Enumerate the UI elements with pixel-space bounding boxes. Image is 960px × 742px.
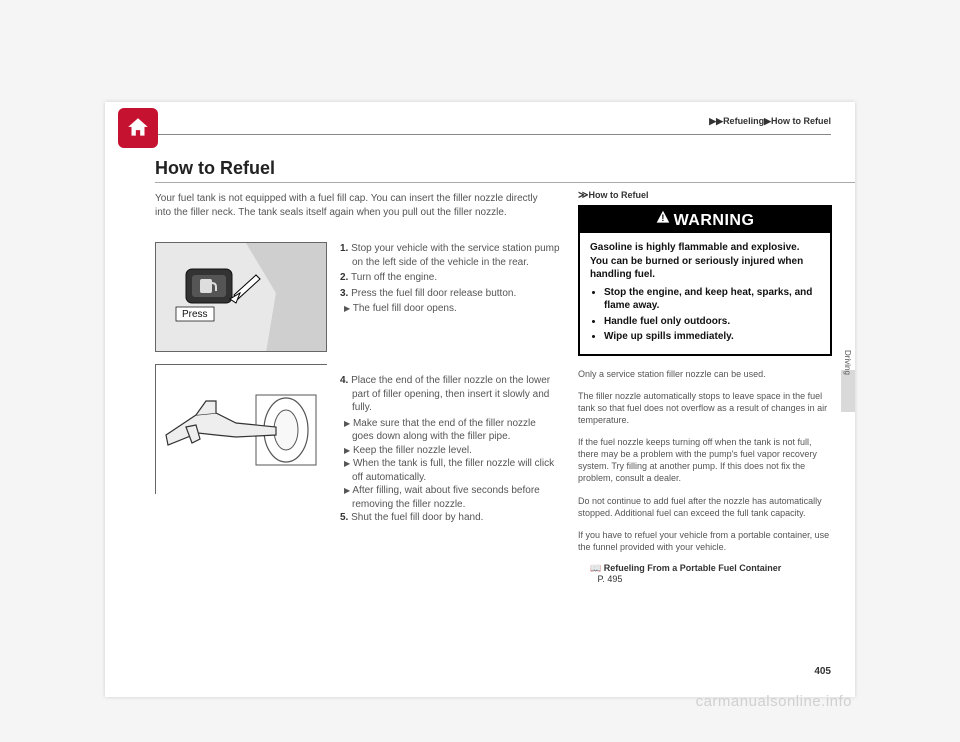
breadcrumb-subsection: How to Refuel [771,116,831,126]
cross-reference: 📖 Refueling From a Portable Fuel Contain… [578,563,832,584]
warning-bullet: Wipe up spills immediately. [604,330,820,344]
note-icon: ≫ [578,190,588,201]
ref-title: Refueling From a Portable Fuel Container [604,563,782,573]
title-rule [155,182,855,183]
breadcrumb: ▶▶Refueling▶How to Refuel [709,116,831,127]
note-text: If you have to refuel your vehicle from … [578,529,832,553]
step-text: Stop your vehicle with the service stati… [351,243,559,268]
ref-page: P. 495 [598,574,623,584]
sub-text: Make sure that the end of the filler noz… [352,418,536,443]
triangle-icon: ▶ [344,419,350,428]
page-number: 405 [814,666,831,677]
steps-list-a: 1. Stop your vehicle with the service st… [340,242,560,316]
page-title: How to Refuel [155,158,275,179]
sub-text: After filling, wait about five seconds b… [352,485,540,510]
home-icon [125,115,151,141]
step-text: Place the end of the filler nozzle on th… [351,375,550,413]
sidebar-notes: ≫How to Refuel ! WARNING Gasoline is hig… [578,190,832,584]
step-text: Press the fuel fill door release button. [351,288,516,299]
book-icon: 📖 [590,563,601,573]
warning-box: ! WARNING Gasoline is highly flammable a… [578,205,832,356]
sub-text: When the tank is full, the filler nozzle… [352,458,554,483]
watermark: carmanualsonline.info [696,693,852,710]
warning-lead: Gasoline is highly flammable and explosi… [590,241,820,282]
manual-page: ▶▶Refueling▶How to Refuel How to Refuel … [105,102,855,697]
home-button[interactable] [118,108,158,148]
svg-text:!: ! [661,213,664,223]
triangle-icon: ▶ [344,459,350,468]
triangle-icon: ▶ [344,486,350,495]
warning-body: Gasoline is highly flammable and explosi… [580,233,830,354]
breadcrumb-section: Refueling [723,116,764,126]
warning-bullet: Stop the engine, and keep heat, sparks, … [604,286,820,313]
note-text: If the fuel nozzle keeps turning off whe… [578,436,832,485]
thumb-tab-label: Driving [843,350,852,375]
step-num: 3. [340,288,348,299]
intro-text: Your fuel tank is not equipped with a fu… [155,192,555,219]
press-label: Press [182,309,208,320]
sidebar-notes-body: Only a service station filler nozzle can… [578,368,832,585]
thumb-tab [841,370,855,412]
warning-label: WARNING [674,212,755,229]
warning-header: ! WARNING [580,207,830,233]
step-num: 1. [340,243,348,254]
step-text: Shut the fuel fill door by hand. [351,512,483,523]
step-num: 4. [340,375,348,386]
breadcrumb-sep: ▶ [764,116,771,126]
steps-list-b: 4. Place the end of the filler nozzle on… [340,374,560,527]
triangle-icon: ▶ [344,446,350,455]
note-text: Only a service station filler nozzle can… [578,368,832,380]
warning-bullet: Handle fuel only outdoors. [604,315,820,329]
figure-filler-nozzle [155,364,327,494]
sub-text: The fuel fill door opens. [353,303,457,314]
sidebar-head-label: How to Refuel [588,190,648,200]
sidebar-heading: ≫How to Refuel [578,190,832,201]
header-rule [129,134,831,135]
sub-text: Keep the filler nozzle level. [353,445,472,456]
figure-fuel-door-button: Press [155,242,327,352]
breadcrumb-arrow: ▶▶ [709,116,723,126]
warning-icon: ! [656,210,670,229]
note-text: The filler nozzle automatically stops to… [578,390,832,426]
step-num: 2. [340,272,348,283]
step-text: Turn off the engine. [351,272,437,283]
triangle-icon: ▶ [344,304,350,313]
step-num: 5. [340,512,348,523]
note-text: Do not continue to add fuel after the no… [578,495,832,519]
